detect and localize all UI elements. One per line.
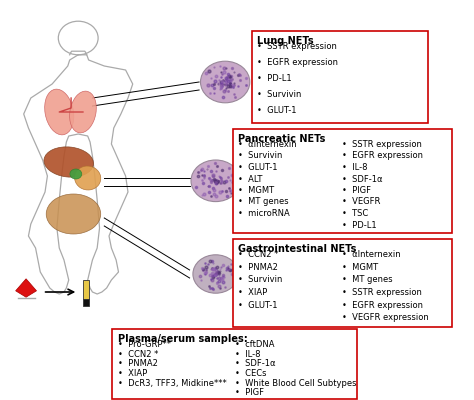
Text: •  XIAP: • XIAP: [238, 288, 268, 297]
Text: •  EGFR expression: • EGFR expression: [257, 58, 338, 67]
Text: Lung NETs: Lung NETs: [257, 36, 314, 46]
Ellipse shape: [45, 89, 74, 135]
Ellipse shape: [44, 147, 93, 177]
Circle shape: [201, 61, 250, 103]
Text: •  Survivin: • Survivin: [238, 152, 283, 160]
Text: •  ALT: • ALT: [238, 174, 263, 184]
Text: •  VEGFR: • VEGFR: [342, 198, 381, 206]
FancyBboxPatch shape: [83, 280, 89, 299]
FancyBboxPatch shape: [252, 31, 428, 123]
Ellipse shape: [70, 169, 82, 179]
Text: •  TSC: • TSC: [342, 209, 369, 218]
Text: •  MT genes: • MT genes: [342, 275, 393, 284]
Text: •  PNMA2: • PNMA2: [238, 263, 278, 272]
Text: •  SDF-1α: • SDF-1α: [342, 174, 383, 184]
Polygon shape: [16, 279, 36, 297]
Text: •  SSTR expression: • SSTR expression: [257, 42, 337, 51]
Text: •  cftDNA: • cftDNA: [235, 340, 274, 349]
Text: •  Pro-GRP**: • Pro-GRP**: [118, 340, 171, 349]
Circle shape: [191, 160, 240, 202]
Text: •  CECs: • CECs: [235, 369, 266, 378]
Ellipse shape: [70, 91, 96, 133]
Text: •  EGFR expression: • EGFR expression: [342, 152, 423, 160]
Circle shape: [193, 255, 238, 293]
Text: •  Survivin: • Survivin: [238, 275, 283, 284]
Text: •  VEGFR expression: • VEGFR expression: [342, 313, 429, 322]
Text: •  EGFR expression: • EGFR expression: [342, 301, 423, 310]
Text: •  Survivin: • Survivin: [257, 90, 302, 99]
Text: •  IL-8: • IL-8: [342, 163, 368, 172]
Text: •  PD-L1: • PD-L1: [257, 74, 292, 83]
FancyBboxPatch shape: [233, 239, 452, 327]
Text: •  MGMT: • MGMT: [342, 263, 379, 272]
Text: •  CCN2 *: • CCN2 *: [238, 250, 279, 259]
Text: Plasma/serum samples:: Plasma/serum samples:: [118, 334, 247, 344]
Text: •  IL-8: • IL-8: [235, 350, 260, 359]
Text: •  GLUT-1: • GLUT-1: [238, 163, 278, 172]
Text: •  DcR3, TFF3, Midkine***: • DcR3, TFF3, Midkine***: [118, 379, 226, 388]
Text: •  GLUT-1: • GLUT-1: [238, 301, 278, 310]
Text: •  PlGF: • PlGF: [342, 186, 372, 195]
Text: •  MT genes: • MT genes: [238, 198, 289, 206]
Text: Pancreatic NETs: Pancreatic NETs: [238, 134, 326, 144]
Text: •  SSTR expression: • SSTR expression: [342, 140, 422, 149]
FancyBboxPatch shape: [112, 329, 357, 399]
Text: •  microRNA: • microRNA: [238, 209, 290, 218]
Text: •  CCN2 *: • CCN2 *: [118, 350, 158, 359]
Text: •  αInternexin: • αInternexin: [238, 140, 297, 149]
Text: •  αInternexin: • αInternexin: [342, 250, 401, 259]
Text: •  PlGF: • PlGF: [235, 388, 264, 397]
Text: •  GLUT-1: • GLUT-1: [257, 106, 297, 115]
Text: •  SSTR expression: • SSTR expression: [342, 288, 422, 297]
Text: Gastrointestinal NETs: Gastrointestinal NETs: [238, 244, 357, 254]
Text: •  PNMA2: • PNMA2: [118, 359, 157, 368]
Ellipse shape: [74, 166, 101, 190]
Text: •  PD-L1: • PD-L1: [342, 220, 377, 230]
Text: •  XIAP: • XIAP: [118, 369, 147, 378]
Text: •  SDF-1α: • SDF-1α: [235, 359, 275, 368]
Text: •  MGMT: • MGMT: [238, 186, 274, 195]
Text: •  White Blood Cell Subtypes: • White Blood Cell Subtypes: [235, 379, 356, 388]
FancyBboxPatch shape: [233, 129, 452, 233]
Ellipse shape: [46, 194, 100, 234]
FancyBboxPatch shape: [83, 299, 89, 306]
